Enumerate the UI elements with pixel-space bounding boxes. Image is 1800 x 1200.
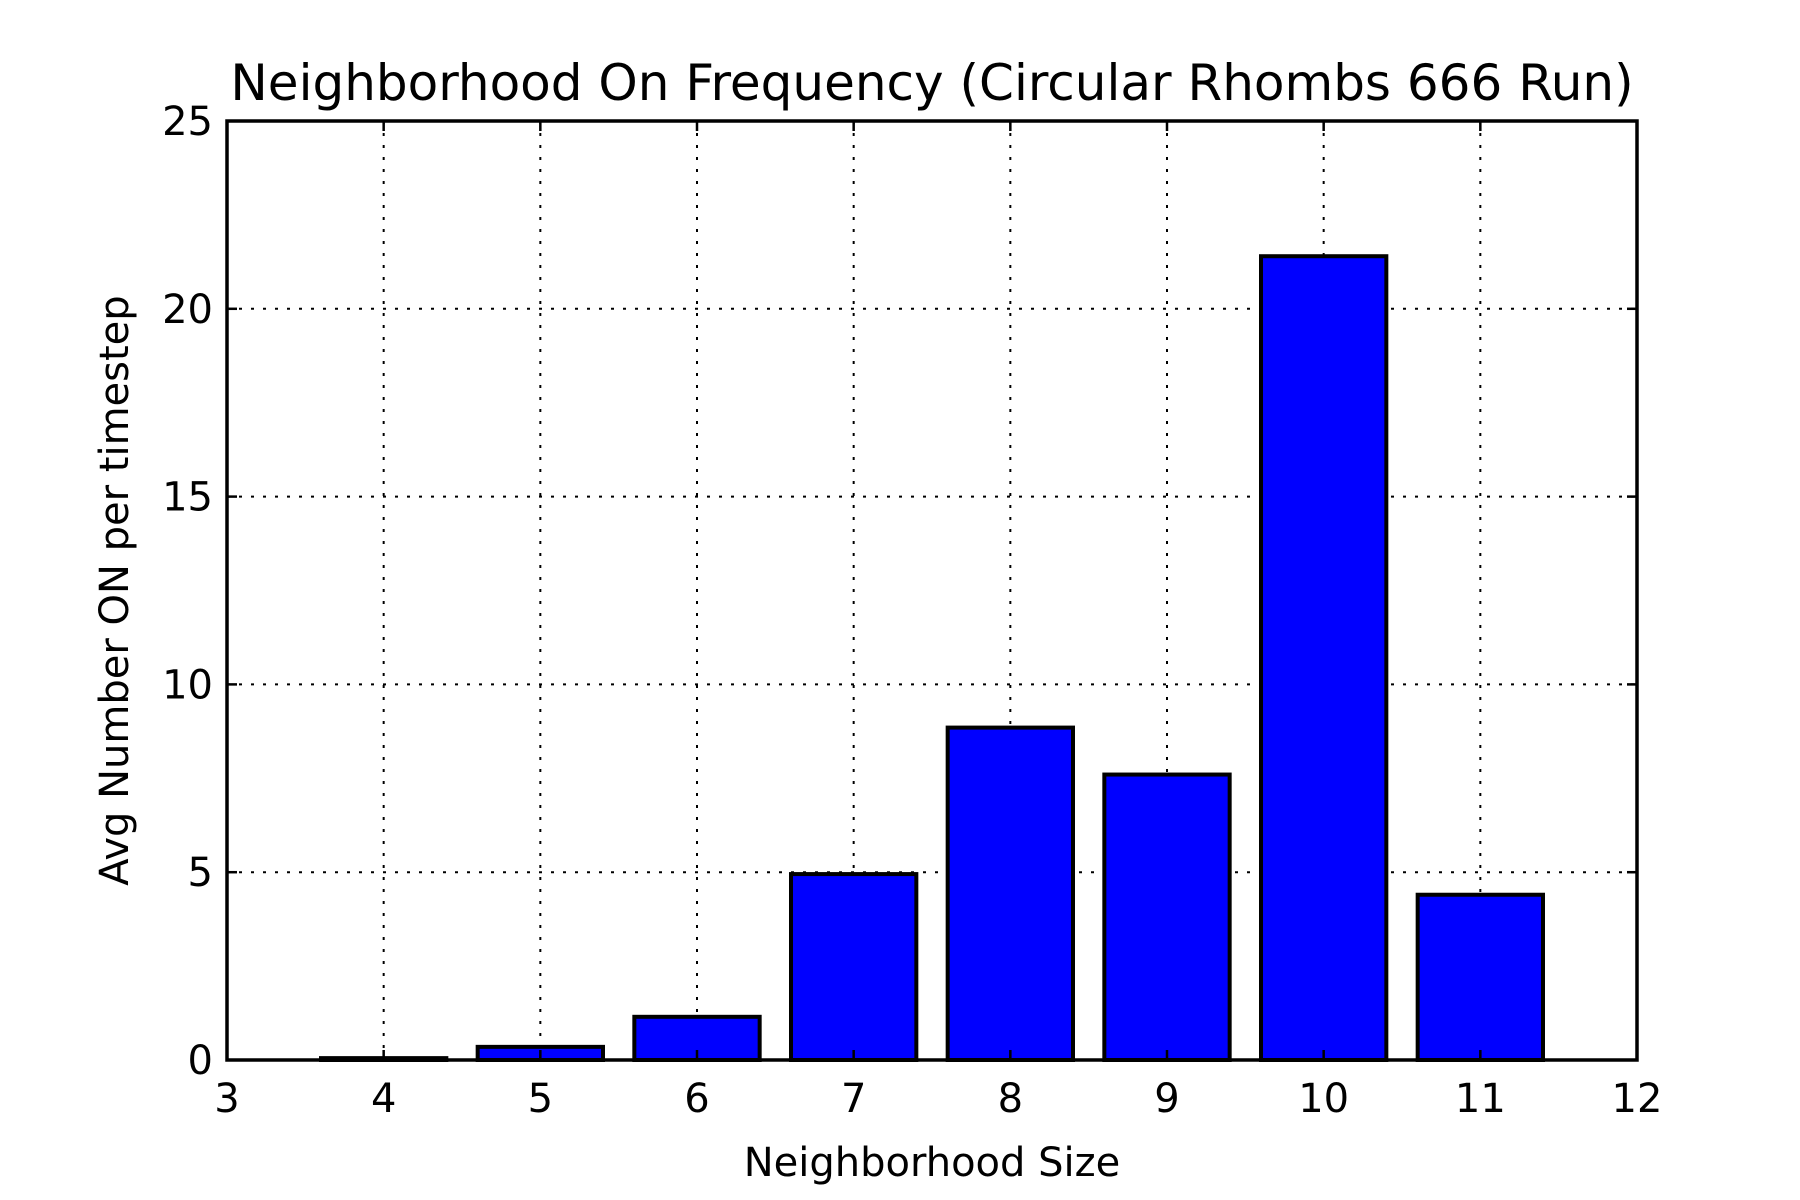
x-tick-label: 10 (1298, 1076, 1349, 1122)
bar-7 (789, 872, 919, 1062)
x-tick-label: 4 (371, 1076, 396, 1122)
bar-10 (1259, 254, 1389, 1062)
y-tick-label: 10 (162, 662, 213, 708)
y-tick-label: 5 (188, 850, 213, 896)
y-axis-label: Avg Number ON per timestep (92, 295, 138, 885)
x-axis-label: Neighborhood Size (744, 1140, 1121, 1186)
x-tick-label: 3 (214, 1076, 239, 1122)
x-tick-label: 6 (684, 1076, 709, 1122)
x-tick-label: 8 (998, 1076, 1023, 1122)
x-tick-label: 7 (841, 1076, 866, 1122)
x-tick-label: 11 (1455, 1076, 1506, 1122)
y-tick-label: 15 (162, 475, 213, 521)
bar-9 (1102, 772, 1232, 1062)
x-tick-label: 12 (1612, 1076, 1663, 1122)
bar-8 (945, 725, 1076, 1062)
y-tick-label: 20 (162, 287, 213, 333)
ticks: 3 4 5 6 7 8 9 10 11 12 0 5 10 15 20 25 (162, 99, 1662, 1122)
x-tick-label: 5 (528, 1076, 553, 1122)
chart-title: Neighborhood On Frequency (Circular Rhom… (230, 54, 1633, 112)
plot-frame (225, 119, 1639, 1062)
bar-11 (1415, 892, 1545, 1063)
y-tick-label: 25 (162, 99, 213, 145)
y-tick-label: 0 (188, 1038, 213, 1084)
bars (319, 254, 1545, 1063)
x-tick-label: 9 (1154, 1076, 1179, 1122)
